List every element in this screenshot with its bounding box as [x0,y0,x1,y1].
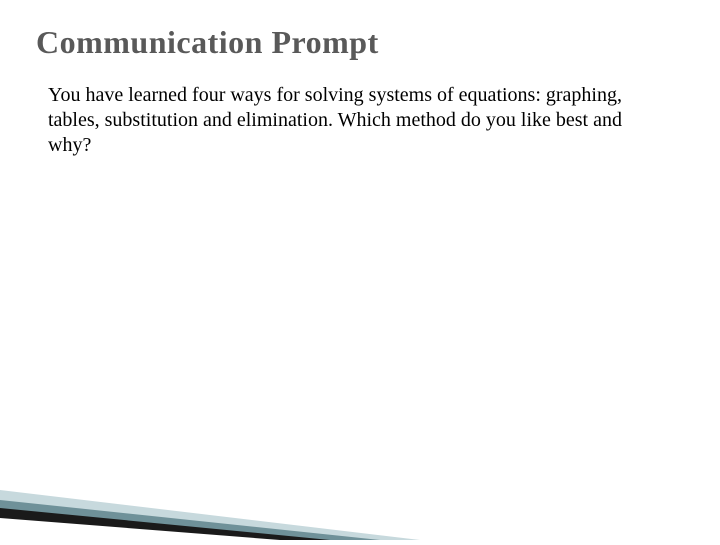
footer-triangles-svg [0,450,720,540]
footer-graphic [0,450,720,540]
slide-container: Communication Prompt You have learned fo… [0,0,720,540]
footer-triangle-0 [0,490,420,540]
footer-triangle-1 [0,500,380,540]
footer-triangle-2 [0,508,330,540]
slide-body-text: You have learned four ways for solving s… [36,83,684,158]
slide-heading: Communication Prompt [36,24,684,61]
footer-triangle-3 [0,518,280,540]
